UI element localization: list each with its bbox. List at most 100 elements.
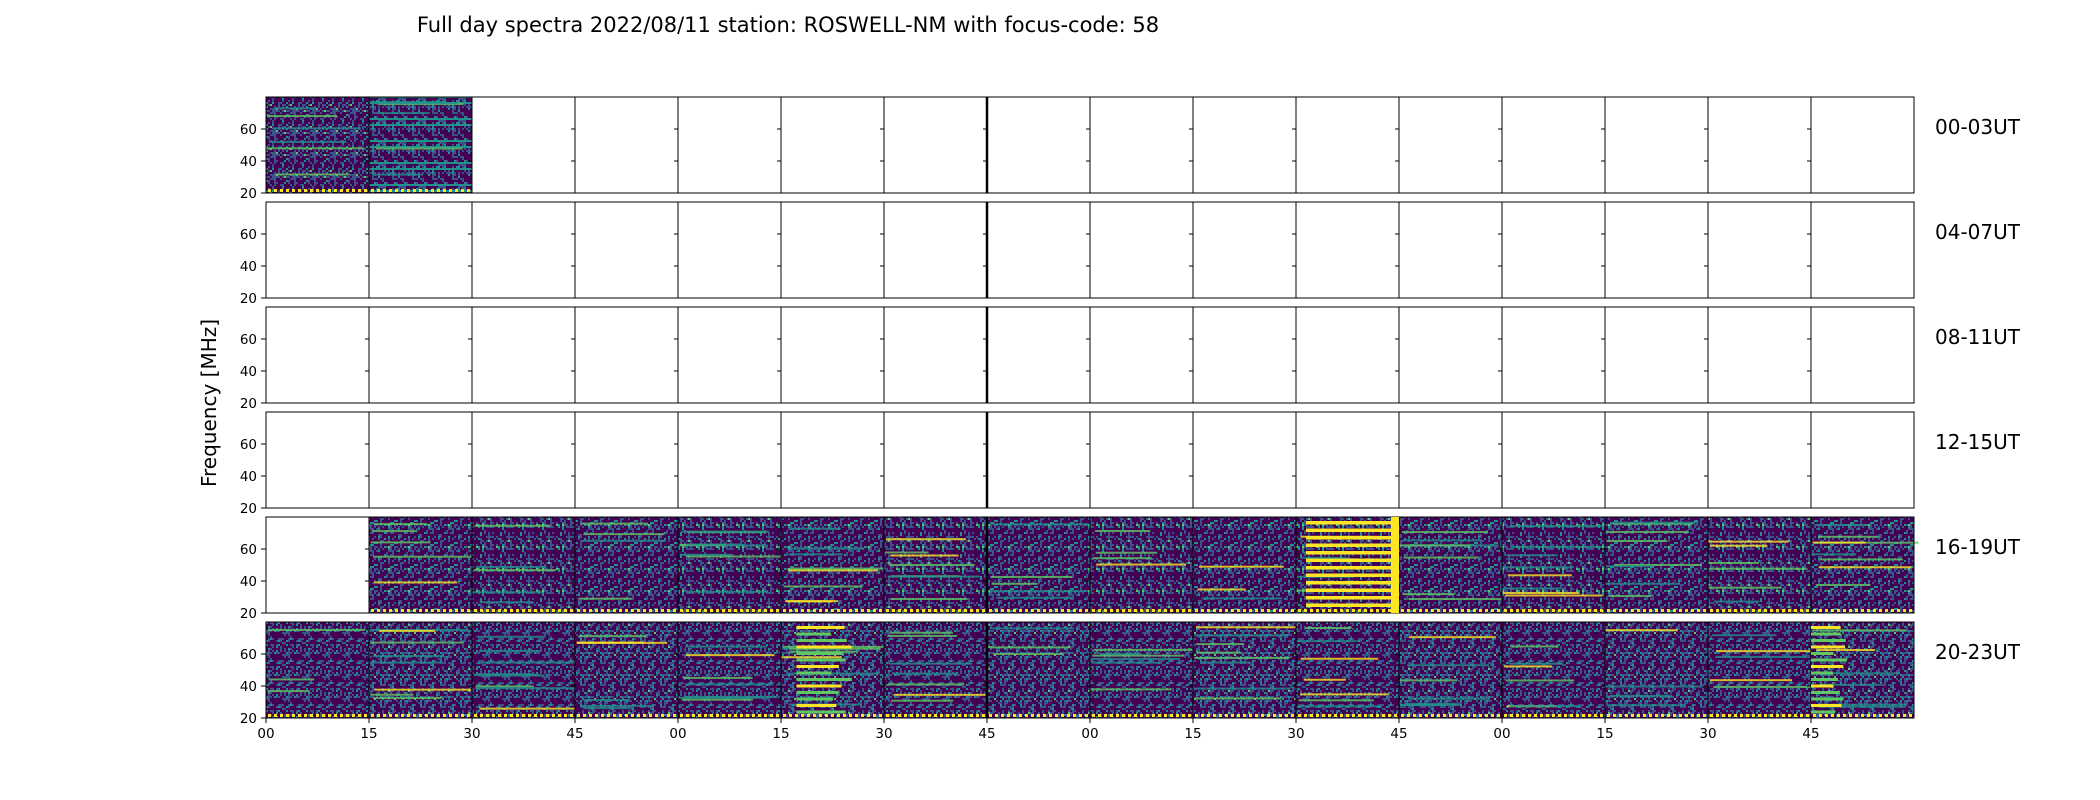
baseline-dot [1570, 609, 1573, 612]
burst-line [1811, 645, 1846, 649]
baseline-dot [1455, 609, 1458, 612]
baseline-dot [498, 609, 501, 612]
baseline-dot [564, 609, 567, 612]
baseline-dot [704, 714, 707, 717]
panel-frame [677, 201, 782, 299]
baseline-dot [892, 714, 895, 717]
baseline-dot [898, 609, 901, 612]
baseline-dot [1716, 609, 1719, 612]
spectrum-line [583, 707, 630, 710]
baseline-dot [1516, 714, 1519, 717]
spectrum-line [370, 661, 441, 664]
panel-frame [986, 411, 1091, 509]
baseline-dot [770, 714, 773, 717]
baseline-dot [583, 714, 586, 717]
panel-frame [574, 411, 679, 509]
baseline-dot [758, 609, 761, 612]
panel-frame [471, 201, 576, 299]
spectrum-line [781, 656, 842, 659]
spectrum-panel [781, 622, 884, 718]
baseline-dot [1673, 714, 1676, 717]
spectrum-line [1092, 654, 1184, 657]
baseline-dot [1497, 714, 1500, 717]
spectrum-line [1503, 665, 1552, 668]
baseline-dot [1170, 714, 1173, 717]
baseline-dot [1261, 609, 1264, 612]
baseline-dot [1667, 609, 1670, 612]
baseline-dot [395, 714, 398, 717]
baseline-dot [1794, 609, 1797, 612]
baseline-dot [546, 609, 549, 612]
y-tick-label: 60 [240, 332, 257, 348]
baseline-dot [1019, 609, 1022, 612]
baseline-dot [1685, 714, 1688, 717]
baseline-dot [1164, 714, 1167, 717]
spectrum-panel [1193, 517, 1296, 613]
baseline-dot [1328, 609, 1331, 612]
spectrum-line [1194, 697, 1282, 700]
baseline-dot [952, 609, 955, 612]
baseline-dot [1546, 609, 1549, 612]
baseline-dot [443, 189, 446, 192]
baseline-dot [1479, 609, 1482, 612]
baseline-dot [879, 609, 882, 612]
baseline-dot [661, 714, 664, 717]
baseline-dot [789, 609, 792, 612]
burst-line [1811, 652, 1834, 655]
baseline-dot [946, 714, 949, 717]
baseline-dot [1122, 714, 1125, 717]
baseline-dot [1025, 714, 1028, 717]
x-tick-label: 45 [978, 726, 995, 742]
baseline-dot [673, 714, 676, 717]
baseline-dot [1358, 714, 1361, 717]
baseline-dot [1207, 609, 1210, 612]
spectrum-line [1092, 557, 1152, 560]
baseline-dot [1691, 609, 1694, 612]
baseline-dot [1588, 714, 1591, 717]
baseline-dot [1510, 609, 1513, 612]
panel-frame [1089, 306, 1194, 404]
spectrum-line [1711, 634, 1777, 637]
baseline-dot [1867, 609, 1870, 612]
baseline-dot [449, 714, 452, 717]
baseline-dot [1800, 714, 1803, 717]
spectrum-line [989, 627, 1075, 630]
baseline-dot [1813, 714, 1816, 717]
spectrum-line [1194, 634, 1288, 637]
baseline-dot [758, 714, 761, 717]
spectrum-line [1815, 584, 1871, 587]
baseline-dot [740, 714, 743, 717]
spectrum-line [1303, 678, 1346, 681]
baseline-dot [867, 714, 870, 717]
spectrum-line [989, 646, 1070, 649]
baseline-dot [1201, 609, 1204, 612]
baseline-dot [946, 609, 949, 612]
baseline-dot [310, 714, 313, 717]
spectrum-line [1509, 705, 1580, 708]
row-label: 12-15UT [1935, 430, 2021, 454]
spectrum-line [1297, 640, 1356, 643]
baseline-dot [1716, 714, 1719, 717]
spectrum-panel [575, 517, 678, 613]
burst-block [1391, 517, 1399, 613]
baseline-dot [346, 189, 349, 192]
baseline-dot [1219, 714, 1222, 717]
baseline-dot [1631, 714, 1634, 717]
baseline-dot [1897, 714, 1900, 717]
baseline-dot [407, 714, 410, 717]
burst-line [1811, 658, 1847, 662]
spectrum-line [1709, 544, 1768, 547]
baseline-dot [558, 609, 561, 612]
baseline-dot [474, 609, 477, 612]
baseline-dot [837, 714, 840, 717]
baseline-dot [764, 609, 767, 612]
baseline-dot [1516, 609, 1519, 612]
baseline-dot [928, 714, 931, 717]
x-tick-label: 00 [669, 726, 686, 742]
baseline-dot [383, 714, 386, 717]
baseline-dot [304, 714, 307, 717]
chart-title: Full day spectra 2022/08/11 station: ROS… [417, 13, 1159, 37]
baseline-dot [904, 714, 907, 717]
baseline-dot [1322, 609, 1325, 612]
baseline-dot [528, 714, 531, 717]
